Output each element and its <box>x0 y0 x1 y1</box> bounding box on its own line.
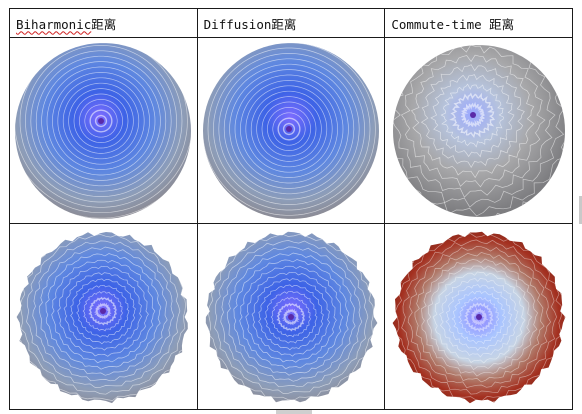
commute-time-smooth-sphere-image <box>392 44 565 217</box>
scroll-indicator <box>579 196 582 224</box>
smooth-sphere-row <box>9 37 573 224</box>
biharmonic-smooth-sphere-image <box>15 42 192 219</box>
source-point <box>98 117 105 124</box>
header-row: Biharmonic距离 Diffusion距离 Commute-time 距离 <box>9 8 573 38</box>
image-cell <box>384 223 573 410</box>
header-term: Commute-time <box>391 16 482 32</box>
contour-lines <box>392 44 565 217</box>
image-cell <box>196 37 386 224</box>
header-suffix: 距离 <box>91 16 117 32</box>
biharmonic-noisy-sphere-image <box>16 231 189 403</box>
noisy-sphere-row <box>9 223 573 410</box>
header-suffix: 距离 <box>271 16 297 32</box>
source-point <box>287 313 294 320</box>
header-cell-diffusion: Diffusion距离 <box>196 8 386 38</box>
distance-comparison-table: Biharmonic距离 Diffusion距离 Commute-time 距离 <box>9 8 573 410</box>
header-cell-biharmonic: Biharmonic距离 <box>9 8 198 38</box>
image-cell <box>384 37 573 224</box>
source-point <box>475 313 482 320</box>
diffusion-smooth-sphere-image <box>202 42 379 219</box>
image-cell <box>9 37 198 224</box>
header-term: Diffusion <box>203 16 272 32</box>
source-point <box>100 307 107 314</box>
header-cell-commute-time: Commute-time 距离 <box>384 8 573 38</box>
image-cell <box>196 223 386 410</box>
page-edge-mark <box>276 410 312 414</box>
header-term: Biharmonic <box>16 16 92 32</box>
source-point <box>285 125 292 132</box>
diffusion-noisy-sphere-image <box>205 231 378 402</box>
header-suffix: 距离 <box>481 16 515 32</box>
image-cell <box>9 223 198 410</box>
commute-time-noisy-sphere-image <box>392 231 566 403</box>
source-point <box>469 111 476 118</box>
